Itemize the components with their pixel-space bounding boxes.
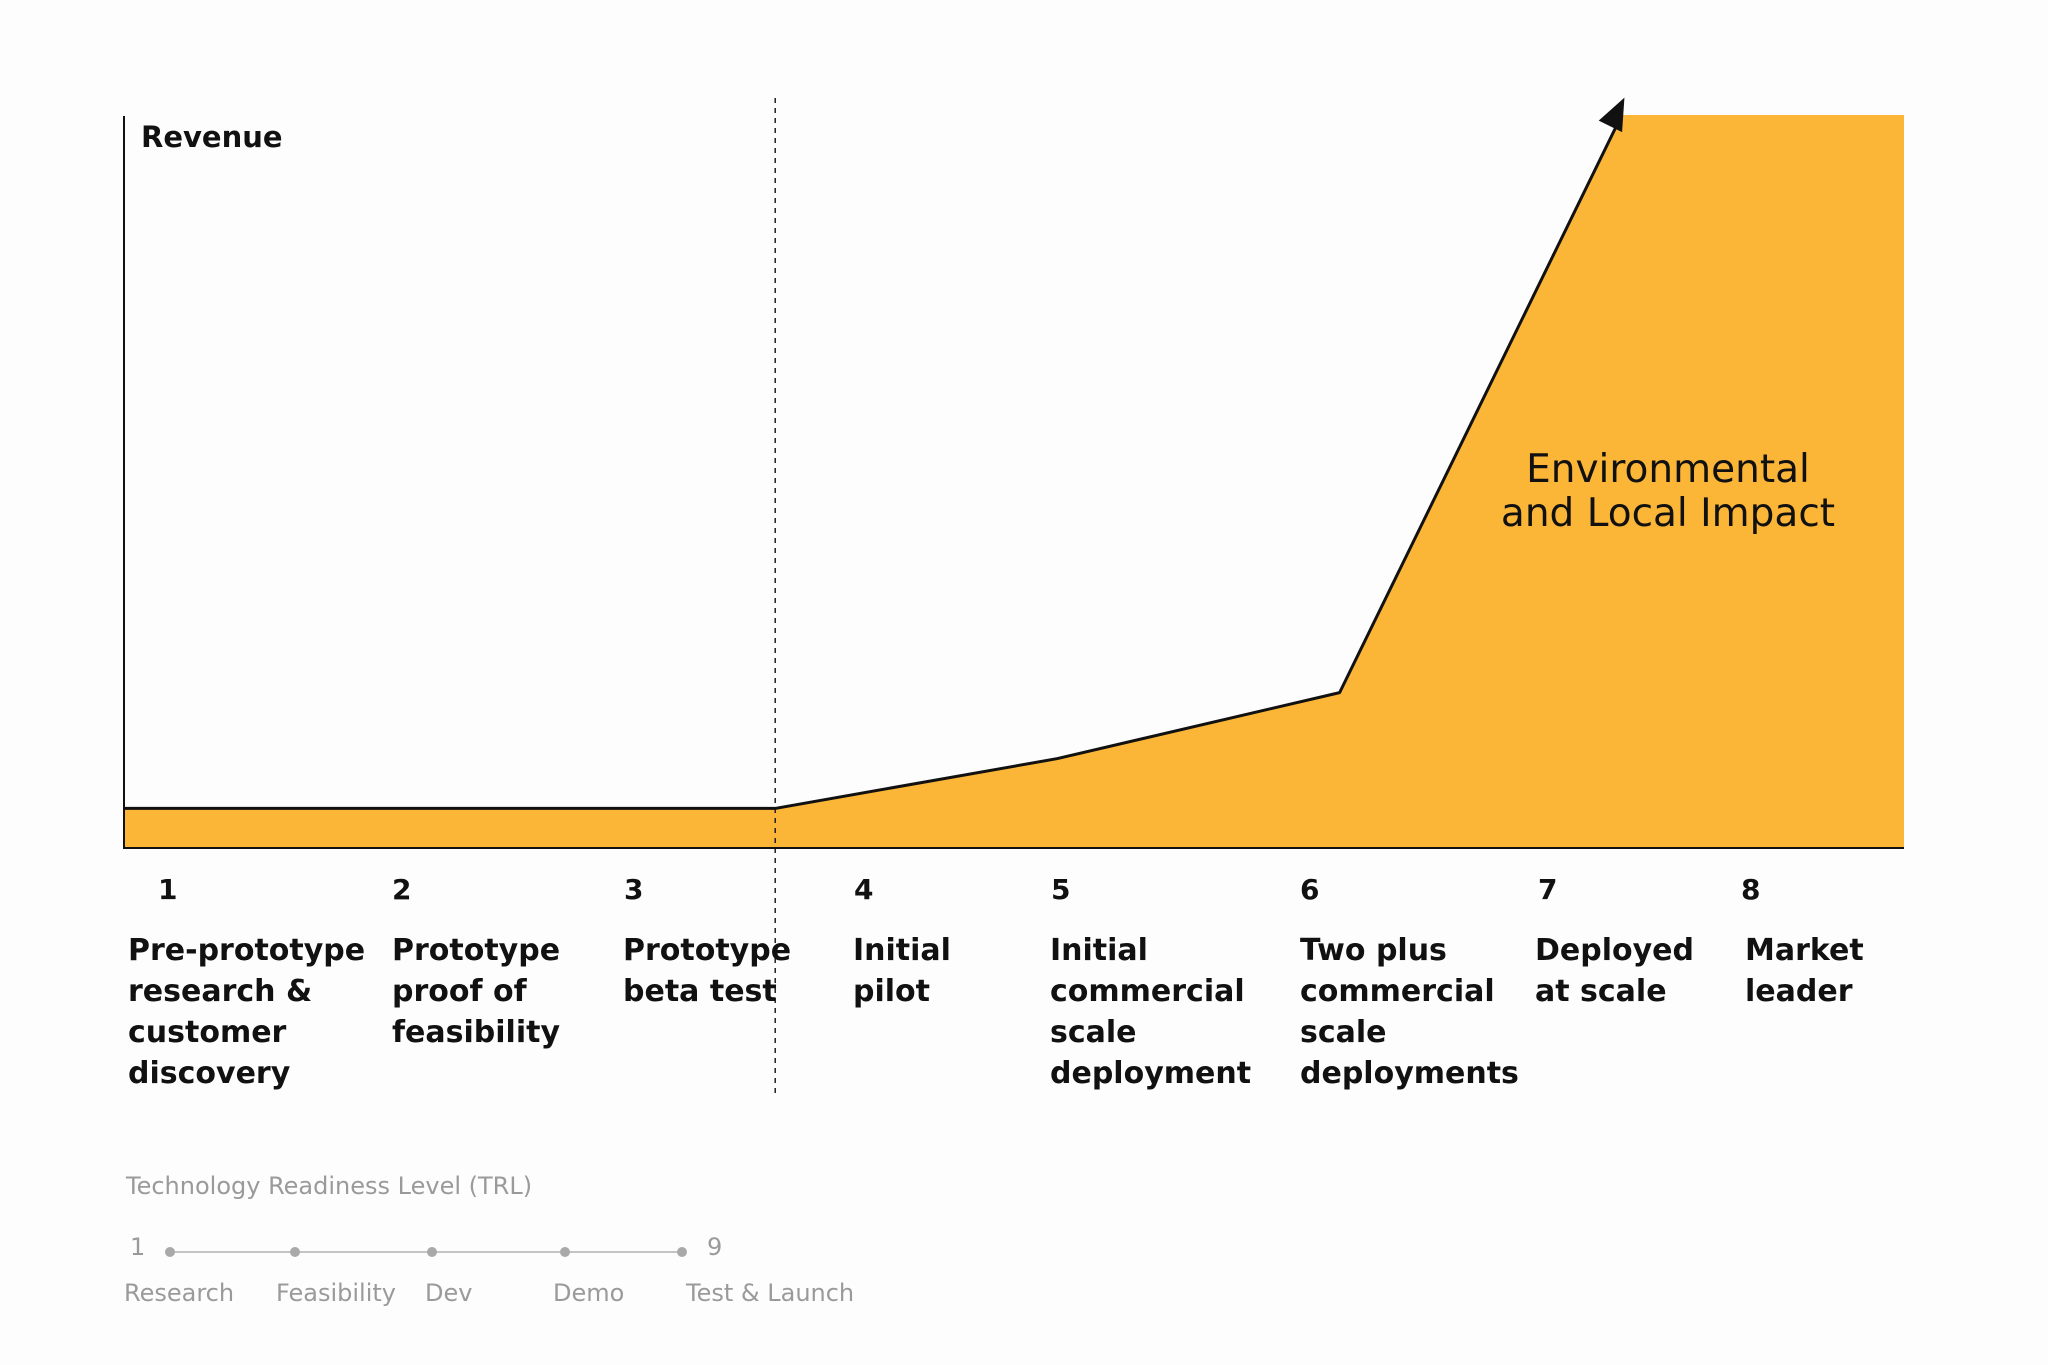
stage-number: 1 [158, 873, 178, 906]
stage-label: Two plus commercial scale deployments [1300, 933, 1519, 1091]
arrow-head-icon [1598, 97, 1625, 133]
impact-annotation-line: Environmental [1526, 447, 1810, 492]
trl-label: Dev [425, 1279, 473, 1307]
stage-label: Market leader [1745, 933, 1864, 1009]
trl-dot [290, 1247, 300, 1257]
stage-label: Initial pilot [853, 933, 951, 1009]
trl-end-label: 9 [707, 1233, 723, 1261]
trl-label: Demo [553, 1279, 625, 1307]
revenue-area-fill [124, 115, 1904, 848]
trl-dot [427, 1247, 437, 1257]
trl-track [165, 1247, 687, 1257]
trl-title: Technology Readiness Level (TRL) [126, 1172, 533, 1200]
stage-label: Prototype beta test [623, 933, 792, 1009]
trl-dot [560, 1247, 570, 1257]
trl-start-label: 1 [130, 1233, 146, 1261]
stage-label: Initial commercial scale deployment [1050, 933, 1252, 1091]
revenue-line [124, 114, 1624, 810]
stage-label: Pre-prototype research & customer discov… [128, 933, 366, 1091]
trl-dot [677, 1247, 687, 1257]
stage-number: 7 [1538, 873, 1558, 906]
stage-number: 2 [392, 873, 412, 906]
stage-number: 6 [1300, 873, 1320, 906]
y-axis-label: Revenue [141, 120, 283, 154]
impact-annotation-line: and Local Impact [1501, 491, 1835, 536]
impact-annotation: Environmental and Local Impact [1501, 447, 1835, 536]
trl-label: Research [124, 1279, 235, 1307]
trl-label: Test & Launch [686, 1279, 855, 1307]
stage-label: Deployed at scale [1535, 933, 1694, 1009]
stage-label: Prototype proof of feasibility [392, 933, 561, 1050]
trl-dot [165, 1247, 175, 1257]
trl-label: Feasibility [276, 1279, 396, 1307]
stage-number: 3 [624, 873, 644, 906]
stage-number: 8 [1741, 873, 1761, 906]
stage-number: 4 [854, 873, 874, 906]
stage-number: 5 [1051, 873, 1071, 906]
